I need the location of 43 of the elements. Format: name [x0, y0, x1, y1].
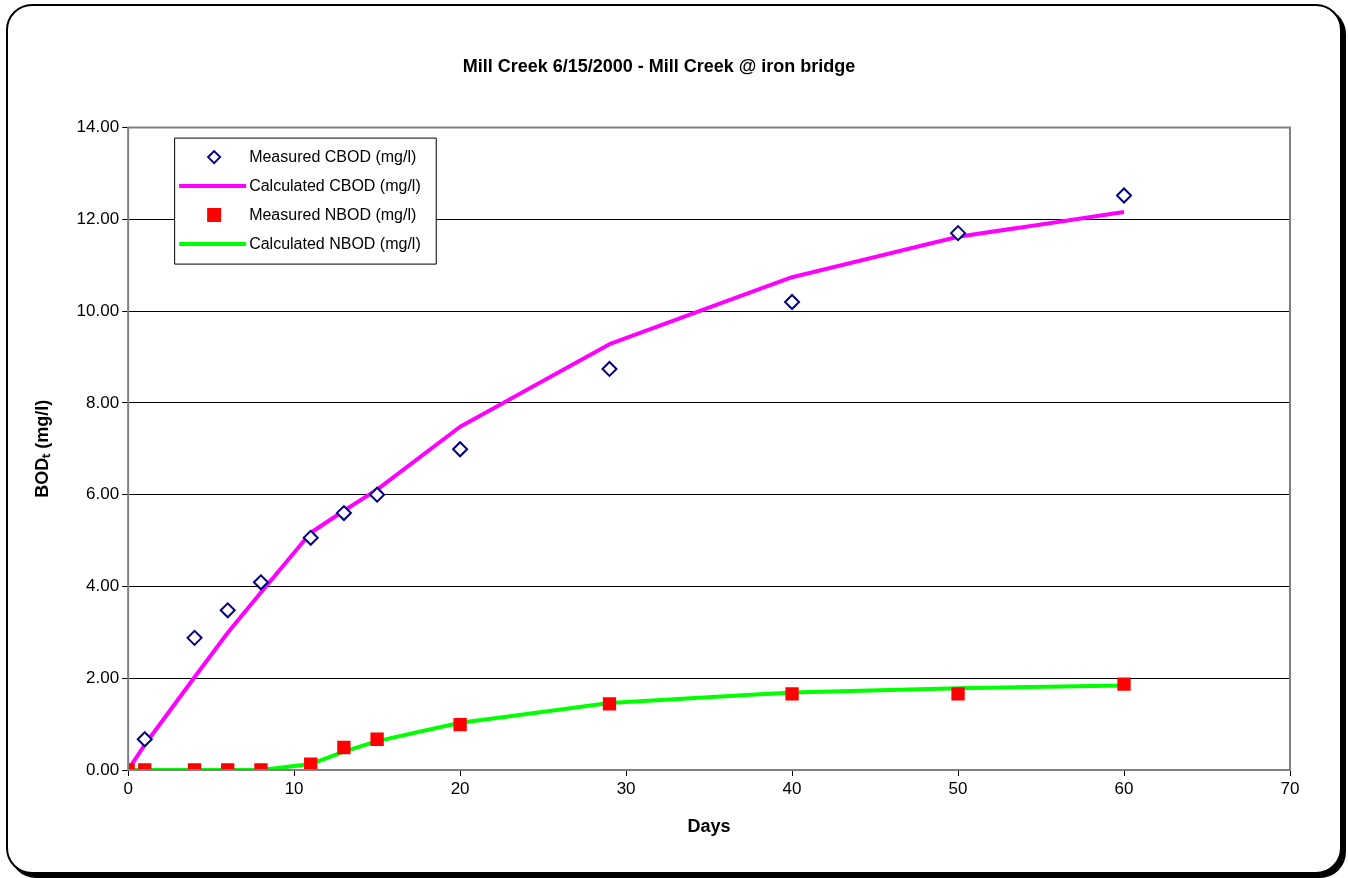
x-tick-label: 50: [948, 778, 968, 798]
point: [186, 629, 203, 646]
point: [1116, 187, 1133, 204]
y-tick-label: 12.00: [76, 209, 120, 229]
legend-label: Measured CBOD (mg/l): [249, 147, 417, 165]
point: [602, 697, 617, 711]
point: [784, 293, 801, 310]
point: [304, 757, 318, 770]
point: [370, 732, 384, 746]
y-tick-label: 14.00: [76, 117, 120, 137]
legend-label: Calculated NBOD (mg/l): [249, 234, 421, 252]
point: [1117, 677, 1131, 691]
x-tick-label: 0: [123, 778, 133, 798]
point: [136, 731, 153, 748]
point: [219, 602, 236, 619]
point: [252, 574, 269, 591]
y-tick-label: 4.00: [86, 576, 120, 596]
point: [453, 717, 467, 732]
legend-label: Measured NBOD (mg/l): [249, 205, 417, 223]
point: [369, 486, 386, 503]
point: [950, 225, 967, 242]
point: [335, 505, 352, 522]
point: [785, 687, 799, 701]
x-tick-label: 40: [782, 778, 802, 798]
x-axis-title: Days: [687, 816, 731, 837]
x-tick-label: 70: [1280, 778, 1300, 798]
legend-label: Calculated CBOD (mg/l): [249, 176, 421, 194]
y-tick-label: 0.00: [86, 759, 120, 779]
point: [601, 360, 618, 377]
x-tick-label: 30: [616, 778, 636, 798]
chart-title: Mill Creek 6/15/2000 - Mill Creek @ iron bridge: [462, 55, 856, 76]
x-tick-label: 10: [284, 778, 304, 798]
point: [452, 441, 469, 458]
x-tick-label: 20: [450, 778, 470, 798]
y-tick-label: 6.00: [86, 484, 120, 504]
y-tick-label: 2.00: [86, 667, 120, 687]
y-axis-title: BODₜ (mg/l): [31, 399, 52, 498]
point: [951, 687, 965, 701]
point: [302, 529, 319, 546]
y-tick-label: 10.00: [76, 300, 120, 320]
x-tick-label: 60: [1114, 778, 1134, 798]
y-tick-label: 8.00: [86, 392, 120, 412]
point: [337, 740, 351, 755]
